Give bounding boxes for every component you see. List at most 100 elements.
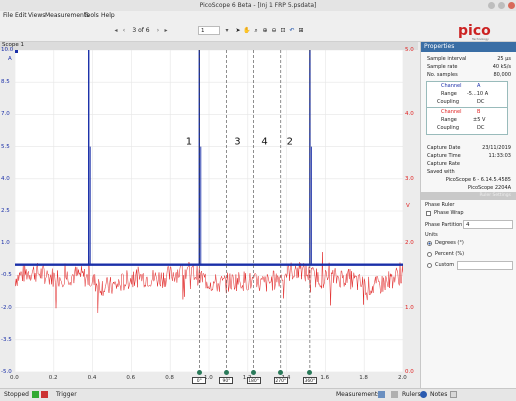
scope-tab[interactable]: Scope 1 <box>0 42 418 50</box>
maximize-button[interactable] <box>498 2 505 9</box>
channel-a-label: Channel <box>441 83 462 89</box>
right-axis: 5.0 4.0 3.0 2.0 1.0 0.0 V <box>403 46 419 386</box>
capture-time-value: 11:33:03 <box>488 153 511 159</box>
zoom-area-icon[interactable]: ⌕ <box>254 27 258 34</box>
left-axis-tick-label: 4.0 <box>1 175 10 182</box>
right-axis-tick-label: 3.0 <box>405 175 414 182</box>
hand-tool-icon[interactable]: ✋ <box>243 27 251 34</box>
menu-edit[interactable]: Edit <box>15 12 27 19</box>
window-title: PicoScope 6 Beta - [Inj 1 FRP 5.psdata] <box>199 2 317 9</box>
ruler-handle-icon[interactable] <box>307 370 313 375</box>
menu-tools[interactable]: Tools <box>84 12 99 19</box>
phase-ruler-tag[interactable]: 360° <box>302 377 317 384</box>
prev-capture-icon[interactable]: ‹ <box>122 27 126 34</box>
notes-icon[interactable] <box>450 391 457 398</box>
channel-a-range-label: Range <box>441 91 457 97</box>
x-axis-tick-label: 0.8 <box>165 375 174 381</box>
x-axis-tick-label: 0.4 <box>87 375 97 381</box>
trigger-label[interactable]: Trigger <box>56 391 77 398</box>
menu-help[interactable]: Help <box>101 12 115 19</box>
channel-a-box: Channel A Range -5...10 A Coupling DC <box>426 81 508 109</box>
stop-button[interactable] <box>41 391 48 398</box>
forward-arrow-icon[interactable]: ▸ <box>164 27 168 34</box>
phase-ruler-tag[interactable]: 180° <box>246 377 261 384</box>
channel-a-marker-icon <box>15 50 18 53</box>
zoom-field[interactable]: 1 <box>198 26 220 35</box>
x-axis-tick-label: 0.2 <box>48 375 58 381</box>
back-arrow-icon[interactable]: ◂ <box>114 27 118 34</box>
left-axis-tick-label: -3.5 <box>1 336 12 343</box>
phase-ruler-tag[interactable]: 0° <box>192 377 207 384</box>
rulers-toggle-icon[interactable] <box>420 391 427 398</box>
percent-label: Percent (%) <box>435 251 465 257</box>
x-axis-tick-label: 1.0 <box>204 375 213 381</box>
x-axis-tick-label: 1.8 <box>359 375 368 381</box>
measurements-icon[interactable] <box>378 391 385 398</box>
properties-panel: Properties Sample interval 25 µs Sample … <box>420 42 516 388</box>
phase-partition-field[interactable]: 4 <box>463 220 513 229</box>
dropdown-arrow-icon[interactable]: ▾ <box>225 27 229 34</box>
measurements-label[interactable]: Measurements <box>336 391 381 398</box>
menu-views[interactable]: Views <box>28 12 46 19</box>
ruler-handle-icon[interactable] <box>196 370 202 375</box>
saved-with-label: Saved with <box>427 169 455 175</box>
phase-ruler-tag[interactable]: 90° <box>219 377 234 384</box>
pointer-tool-icon[interactable]: ➤ <box>235 27 241 34</box>
toolbar: ◂ ‹ 3 of 6 › ▸ 1 ▾ ➤ ✋ ⌕ ⊕ ⊖ ⊡ ↶ ⊞ pico … <box>0 21 516 42</box>
plot-area[interactable]: 1 3 4 2 <box>14 49 404 373</box>
sample-interval-label: Sample interval <box>427 56 467 62</box>
right-axis-unit: V <box>406 203 410 209</box>
zoom-in-icon[interactable]: ⊕ <box>262 27 268 34</box>
phase-ruler-tag[interactable]: 270° <box>273 377 288 384</box>
zoom-out-icon[interactable]: ⊖ <box>271 27 277 34</box>
saved-with-value: PicoScope 6 - 6.14.5.4585 <box>445 177 511 183</box>
capture-date-value: 23/11/2019 <box>482 145 511 151</box>
right-axis-tick-label: 0.0 <box>405 369 414 375</box>
degrees-label: Degrees (°) <box>435 240 464 246</box>
channel-a-coupling: DC <box>477 99 485 105</box>
close-button[interactable] <box>508 2 515 9</box>
run-button[interactable] <box>32 391 39 398</box>
custom-field[interactable] <box>457 261 513 270</box>
rulers-label[interactable]: Rulers <box>402 391 421 398</box>
stopped-label: Stopped <box>4 391 29 398</box>
capture-time-label: Capture Time <box>427 153 461 159</box>
channel-b-trace <box>14 252 404 313</box>
menu-measurements[interactable]: Measurements <box>45 12 90 19</box>
ruler-handle-icon[interactable] <box>251 370 257 375</box>
channel-a-range: -5...10 A <box>467 91 489 97</box>
ruler-handle-icon[interactable] <box>223 370 229 375</box>
phase-wrap-label: Phase Wrap <box>434 210 464 216</box>
custom-radio[interactable] <box>427 263 432 268</box>
channel-a-value: A <box>477 83 481 89</box>
minimize-button[interactable] <box>488 2 495 9</box>
x-axis-tick-label: 1.6 <box>320 375 330 381</box>
menu-file[interactable]: File <box>3 12 14 19</box>
no-samples-label: No. samples <box>427 72 458 78</box>
right-axis-tick-label: 1.0 <box>405 304 414 311</box>
waveform-chart: 1 3 4 2 <box>14 49 404 373</box>
ruler-settings-header: Ruler Settings <box>421 192 516 200</box>
undo-zoom-icon[interactable]: ↶ <box>289 27 295 34</box>
phase-annotation: 3 <box>234 136 240 147</box>
pico-logo: pico <box>458 23 491 39</box>
left-axis-tick-label: 8.5 <box>1 79 10 86</box>
left-axis-tick-label: 7.0 <box>1 111 10 118</box>
left-axis-tick-label: 1.0 <box>1 240 10 247</box>
zoom-overview-icon[interactable]: ⊞ <box>298 27 304 34</box>
phase-wrap-checkbox[interactable] <box>426 211 431 216</box>
left-axis-tick-label: -2.0 <box>1 304 12 311</box>
left-axis-tick-label: -0.5 <box>1 272 12 279</box>
degrees-radio[interactable] <box>427 241 432 246</box>
capture-rate-label: Capture Rate <box>427 161 460 167</box>
phase-ruler-label: Phase Ruler <box>425 202 455 208</box>
left-axis-tick-label: 10.0 <box>1 47 14 53</box>
percent-radio[interactable] <box>427 252 432 257</box>
properties-header: Properties <box>421 42 516 52</box>
ruler-handle-icon[interactable] <box>278 370 284 375</box>
notes-label[interactable]: Notes <box>430 391 448 398</box>
zoom-fit-icon[interactable]: ⊡ <box>280 27 286 34</box>
next-capture-icon[interactable]: › <box>156 27 160 34</box>
sample-interval-value: 25 µs <box>497 56 511 62</box>
rulers-icon[interactable] <box>391 391 398 398</box>
